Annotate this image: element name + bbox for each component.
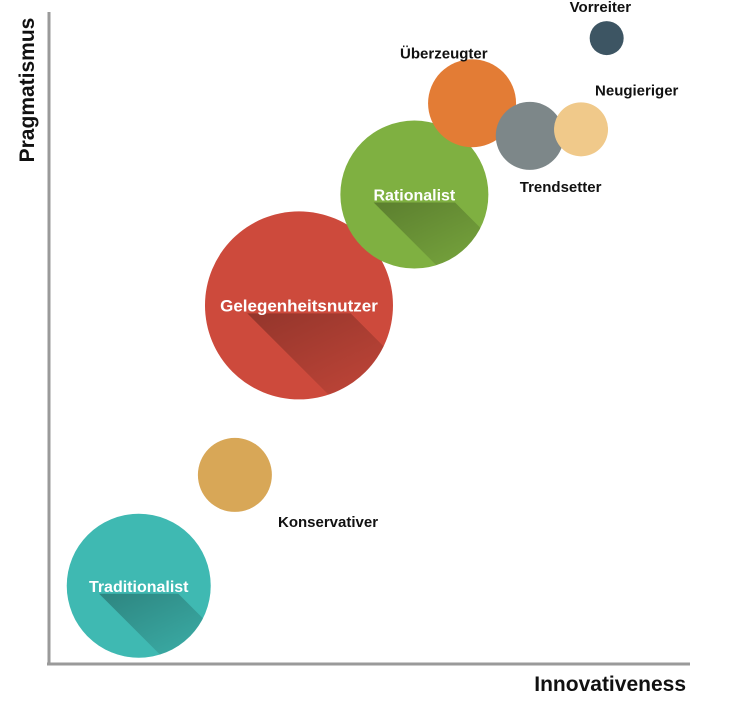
bubble-neugieriger bbox=[554, 102, 609, 157]
bubble-vorreiter bbox=[589, 21, 624, 56]
bubble-shadow-gelegenheitsnutzer bbox=[247, 313, 393, 400]
bubble--berzeugter bbox=[428, 59, 517, 148]
bubble-label-traditionalist: Traditionalist bbox=[89, 579, 189, 596]
bubble-label-vorreiter: Vorreiter bbox=[570, 0, 632, 16]
bubble-label-gelegenheitsnutzer: Gelegenheitsnutzer bbox=[220, 296, 378, 315]
bubble-label-trendsetter: Trendsetter bbox=[520, 179, 602, 196]
y-axis-label-text: Pragmatismus bbox=[16, 17, 39, 163]
bubble-label-neugieriger: Neugieriger bbox=[595, 82, 679, 99]
bubble-shadow-traditionalist bbox=[99, 593, 211, 658]
bubble-label-rationalist: Rationalist bbox=[373, 188, 455, 205]
bubble-trendsetter bbox=[495, 101, 564, 170]
bubble-shadow-rationalist bbox=[373, 202, 489, 269]
bubble-label--berzeugter: Überzeugter bbox=[400, 45, 488, 62]
bubble-label-konservativer: Konservativer bbox=[278, 514, 378, 531]
bubble-konservativer bbox=[197, 437, 272, 512]
x-axis-label: Innovativeness bbox=[534, 673, 686, 696]
y-axis-label: Pragmatismus bbox=[8, 0, 48, 180]
